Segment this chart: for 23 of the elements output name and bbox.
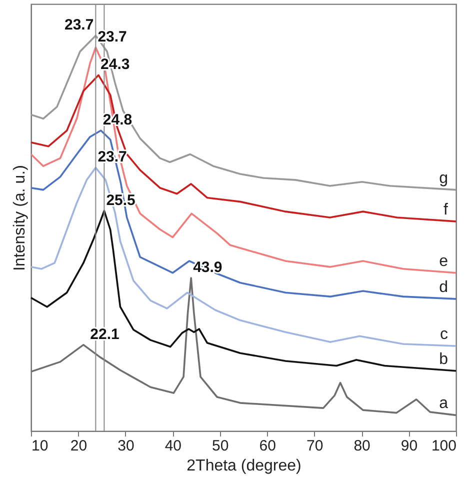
x-tick-label: 80 — [354, 438, 370, 454]
y-axis-title: Intensity (a. u.) — [12, 165, 28, 271]
x-tick-label: 60 — [259, 438, 276, 454]
x-tick-label: 70 — [306, 438, 324, 454]
series-label: f — [444, 201, 449, 218]
series-label: b — [439, 350, 448, 368]
series-label: c — [440, 326, 448, 343]
x-tick-label: 90 — [400, 438, 418, 454]
annotation: 24.3 — [100, 56, 130, 74]
series-label: d — [439, 278, 448, 296]
x-tick-label: 100 — [431, 438, 456, 454]
annotation: 22.1 — [90, 326, 120, 343]
series-label: g — [439, 170, 448, 187]
annotation: 23.7 — [98, 28, 127, 46]
x-tick-label: 30 — [118, 438, 134, 454]
series-label: e — [439, 252, 448, 270]
x-tick-label: 10 — [32, 438, 48, 454]
x-tick-label: 20 — [70, 438, 88, 454]
annotation: 23.7 — [64, 16, 94, 34]
x-tick-label: 50 — [212, 438, 229, 454]
x-tick-label: 40 — [164, 438, 182, 454]
x-axis-title: 2Theta (degree) — [186, 458, 302, 474]
series-label: a — [439, 395, 448, 412]
